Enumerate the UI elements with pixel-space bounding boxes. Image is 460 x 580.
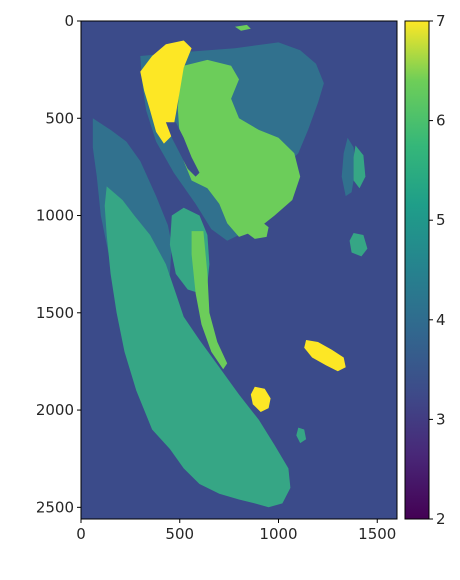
heatmap-region-6 xyxy=(191,231,228,370)
heatmap-region-5 xyxy=(177,59,301,237)
heatmap-region-11 xyxy=(341,137,356,197)
heatmap-region-8 xyxy=(140,40,192,144)
x-tick-label: 1000 xyxy=(259,525,297,543)
x-tick-label: 1500 xyxy=(358,525,396,543)
colorbar-gradient xyxy=(404,20,430,520)
y-tick-label: 1500 xyxy=(36,304,74,322)
colorbar-tick-label: 7 xyxy=(436,12,446,30)
colorbar-tick-label: 6 xyxy=(436,112,446,130)
plot-frame xyxy=(80,20,398,520)
colorbar-tick-label: 3 xyxy=(436,410,446,428)
x-axis: 0 500 1000 1500 xyxy=(76,519,396,543)
y-tick-label: 0 xyxy=(64,12,74,30)
colorbar: 2 3 4 5 6 7 xyxy=(404,12,446,528)
x-tick-label: 500 xyxy=(165,525,194,543)
y-axis: 0 500 1000 1500 2000 2500 xyxy=(36,12,81,516)
y-tick-label: 1000 xyxy=(36,207,74,225)
y-tick-label: 500 xyxy=(45,109,74,127)
heatmap-regions xyxy=(92,24,368,508)
colorbar-tick-label: 4 xyxy=(436,311,446,329)
heatmap-region-14 xyxy=(296,427,307,444)
heatmap-region-13 xyxy=(349,233,368,257)
colorbar-tick-label: 2 xyxy=(436,510,446,528)
y-tick-label: 2500 xyxy=(36,498,74,516)
heatmap-region-12 xyxy=(353,145,366,189)
heatmap-region-10 xyxy=(250,386,271,412)
heatmap-region-16 xyxy=(165,122,200,177)
heatmap-region-15 xyxy=(235,24,251,31)
heatmap-region-9 xyxy=(304,340,346,372)
heatmap-region-7 xyxy=(246,219,269,239)
x-tick-label: 0 xyxy=(76,525,86,543)
heatmap-region-3 xyxy=(104,186,291,508)
colorbar-tick-label: 5 xyxy=(436,211,446,229)
heatmap-plot xyxy=(80,20,398,520)
colorbar-ticks: 2 3 4 5 6 7 xyxy=(429,12,446,528)
y-tick-label: 2000 xyxy=(36,401,74,419)
